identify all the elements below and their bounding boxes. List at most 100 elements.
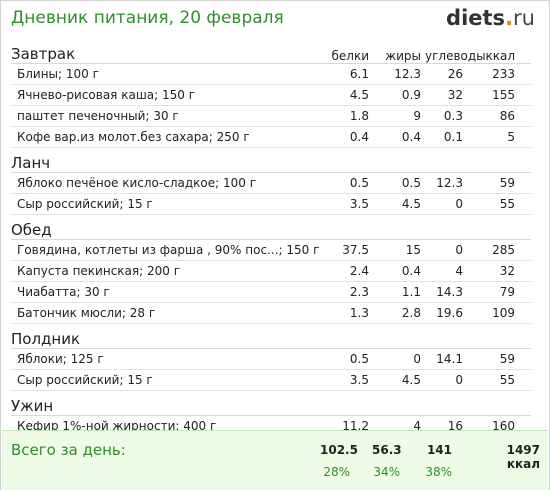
- logo-dot: .: [505, 6, 514, 30]
- meal-name: Обед: [11, 214, 531, 240]
- fat-value: 4.5: [373, 369, 425, 391]
- meal-name: Ужин: [11, 390, 531, 416]
- kcal-value: 55: [477, 193, 531, 215]
- kcal-value: 79: [477, 281, 531, 303]
- food-name: Батончик мюсли; 28 г: [11, 302, 321, 324]
- fat-value: 12.3: [373, 63, 425, 85]
- protein-value: 3.5: [321, 369, 373, 391]
- carbs-value: 32: [425, 84, 477, 106]
- fat-value: 0: [373, 348, 425, 370]
- column-header-fat: жиры: [373, 43, 425, 64]
- food-name: Яблоки; 125 г: [11, 348, 321, 370]
- kcal-value: 32: [477, 260, 531, 282]
- food-name: Сыр российский; 15 г: [11, 369, 321, 391]
- fat-percent: 34%: [373, 465, 400, 479]
- total-label: Всего за день:: [11, 441, 126, 459]
- food-name: Блины; 100 г: [11, 63, 321, 85]
- food-name: Капуста пекинская; 200 г: [11, 260, 321, 282]
- meal-header-row: Ланч: [11, 147, 531, 173]
- kcal-value: 55: [477, 369, 531, 391]
- meal-header-row: Полдник: [11, 323, 531, 349]
- food-name: Сыр российский; 15 г: [11, 193, 321, 215]
- logo-main: diets: [446, 6, 506, 30]
- protein-value: 1.3: [321, 302, 373, 324]
- protein-value: 37.5: [321, 239, 373, 261]
- food-row[interactable]: Сыр российский; 15 г 3.5 4.5 0 55: [11, 369, 531, 391]
- food-name: Говядина, котлеты из фарша , 90% пос...;…: [11, 239, 321, 261]
- column-header-carbs: углеводы: [425, 43, 486, 64]
- fat-value: 2.8: [373, 302, 425, 324]
- meal-name: Ланч: [11, 147, 531, 173]
- food-row[interactable]: Чиабатта; 30 г 2.3 1.1 14.3 79: [11, 281, 531, 303]
- food-row[interactable]: Яблоки; 125 г 0.5 0 14.1 59: [11, 348, 531, 370]
- fat-value: 0.9: [373, 84, 425, 106]
- carbs-value: 4: [425, 260, 477, 282]
- protein-value: 0.5: [321, 348, 373, 370]
- protein-value: 4.5: [321, 84, 373, 106]
- kcal-value: 285: [477, 239, 531, 261]
- food-row[interactable]: Кофе вар.из молот.без сахара; 250 г 0.4 0.…: [11, 126, 531, 148]
- protein-value: 0.4: [321, 126, 373, 148]
- food-row[interactable]: Капуста пекинская; 200 г 2.4 0.4 4 32: [11, 260, 531, 282]
- protein-value: 3.5: [321, 193, 373, 215]
- kcal-value: 233: [477, 63, 531, 85]
- total-protein: 102.5: [320, 443, 358, 457]
- column-header-kcal: ккал: [477, 43, 531, 64]
- food-diary-table: Завтрак белки жиры углеводы ккал Блины; 100 г…: [11, 43, 531, 458]
- protein-value: 2.4: [321, 260, 373, 282]
- daily-summary: Всего за день: 102.5 56.3 141 1497 ккал …: [2, 430, 548, 490]
- meal-name: Полдник: [11, 323, 531, 349]
- protein-value: 0.5: [321, 172, 373, 194]
- protein-value: 2.3: [321, 281, 373, 303]
- carbs-value: 0: [425, 239, 477, 261]
- carbs-value: 0: [425, 193, 477, 215]
- meal-header-row: Обед: [11, 214, 531, 240]
- fat-value: 0.5: [373, 172, 425, 194]
- diets-logo[interactable]: diets.ru: [446, 6, 535, 30]
- food-name: Ячнево-рисовая каша; 150 г: [11, 84, 321, 106]
- meal-header-row: Ужин: [11, 390, 531, 416]
- page-title: Дневник питания, 20 февраля: [11, 8, 284, 28]
- kcal-value: 109: [477, 302, 531, 324]
- carbs-value: 26: [425, 63, 477, 85]
- logo-tld: ru: [513, 6, 535, 30]
- food-row[interactable]: Говядина, котлеты из фарша , 90% пос...;…: [11, 239, 531, 261]
- kcal-value: 5: [477, 126, 531, 148]
- carbs-value: 0.3: [425, 105, 477, 127]
- carbs-value: 0.1: [425, 126, 477, 148]
- total-fat: 56.3: [372, 443, 402, 457]
- meal-header-row: Завтрак белки жиры углеводы ккал: [11, 43, 531, 64]
- carbs-percent: 38%: [425, 465, 452, 479]
- fat-value: 0.4: [373, 126, 425, 148]
- food-name: паштет печеночный; 30 г: [11, 105, 321, 127]
- food-row[interactable]: Яблоко печёное кисло-сладкое; 100 г 0.5 0.…: [11, 172, 531, 194]
- total-kcal: 1497 ккал: [506, 443, 540, 471]
- food-name: Яблоко печёное кисло-сладкое; 100 г: [11, 172, 321, 194]
- protein-value: 6.1: [321, 63, 373, 85]
- carbs-value: 14.1: [425, 348, 477, 370]
- carbs-value: 12.3: [425, 172, 477, 194]
- food-row[interactable]: Ячнево-рисовая каша; 150 г 4.5 0.9 32 155: [11, 84, 531, 106]
- food-name: Кофе вар.из молот.без сахара; 250 г: [11, 126, 321, 148]
- carbs-value: 14.3: [425, 281, 477, 303]
- protein-value: 1.8: [321, 105, 373, 127]
- kcal-value: 86: [477, 105, 531, 127]
- kcal-value: 59: [477, 348, 531, 370]
- kcal-value: 59: [477, 172, 531, 194]
- column-header-protein: белки: [321, 43, 373, 64]
- fat-value: 0.4: [373, 260, 425, 282]
- fat-value: 4.5: [373, 193, 425, 215]
- food-name: Чиабатта; 30 г: [11, 281, 321, 303]
- food-row[interactable]: Сыр российский; 15 г 3.5 4.5 0 55: [11, 193, 531, 215]
- carbs-value: 19.6: [425, 302, 477, 324]
- header: Дневник питания, 20 февраля diets.ru: [1, 1, 549, 39]
- food-row[interactable]: Батончик мюсли; 28 г 1.3 2.8 19.6 109: [11, 302, 531, 324]
- protein-percent: 28%: [323, 465, 350, 479]
- food-row[interactable]: Блины; 100 г 6.1 12.3 26 233: [11, 63, 531, 85]
- food-row[interactable]: паштет печеночный; 30 г 1.8 9 0.3 86: [11, 105, 531, 127]
- meal-name: Завтрак: [11, 43, 321, 64]
- fat-value: 9: [373, 105, 425, 127]
- total-carbs: 141: [426, 443, 452, 457]
- kcal-value: 155: [477, 84, 531, 106]
